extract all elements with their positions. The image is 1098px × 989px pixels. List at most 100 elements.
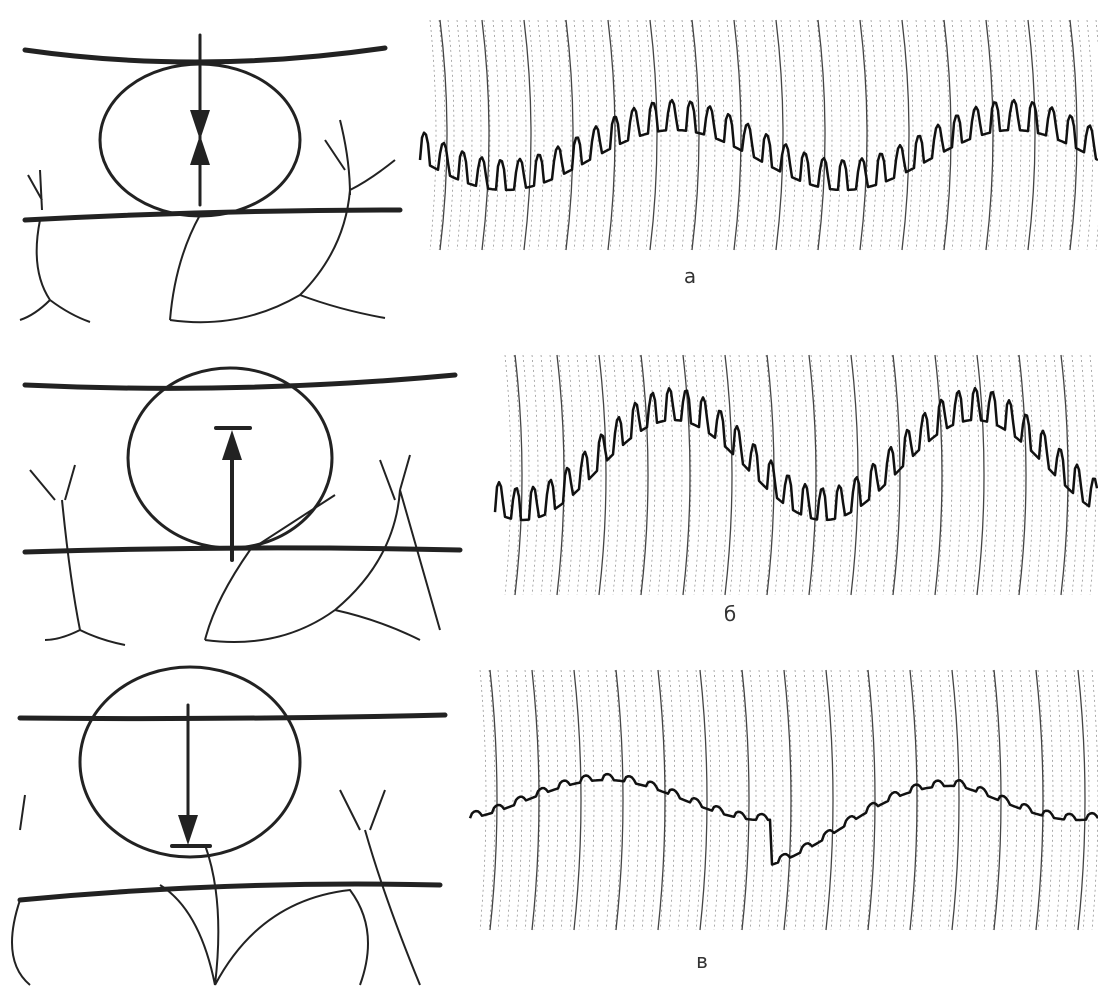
- chart-grid-fine: [650, 669, 658, 931]
- chart-grid-fine: [708, 19, 716, 251]
- chart-grid-fine: [722, 669, 730, 931]
- chart-grid-fine: [546, 19, 554, 251]
- chart-grid-fine: [951, 19, 959, 251]
- chart-grid-fine: [783, 354, 791, 596]
- vessel-drawing-c: [11, 665, 448, 986]
- chart-grid-fine: [537, 19, 545, 251]
- chart-grid-fine: [947, 669, 955, 931]
- chart-grid-major: [699, 669, 708, 931]
- chart-grid-fine: [870, 19, 878, 251]
- chart-grid-fine: [909, 354, 917, 596]
- recording-trace: [418, 98, 1098, 192]
- chart-grid-fine: [668, 669, 676, 931]
- chart-grid-fine: [522, 354, 530, 596]
- chart-grid-fine: [875, 669, 883, 931]
- chart-grid-fine: [810, 354, 818, 596]
- chart-grid-fine: [731, 669, 739, 931]
- chart-grid-fine: [1073, 669, 1081, 931]
- chart-grid-major: [1035, 669, 1044, 931]
- chart-grid-major: [733, 19, 742, 251]
- chart-grid-fine: [983, 669, 991, 931]
- chart-grid-fine: [960, 19, 968, 251]
- chart-grid-fine: [929, 669, 937, 931]
- chart-grid-major: [523, 19, 532, 251]
- chart-grid-fine: [789, 19, 797, 251]
- chart-grid-fine: [848, 669, 856, 931]
- chart-grid-fine: [513, 354, 521, 596]
- chart-grid-major: [783, 669, 792, 931]
- chart-grid-fine: [1010, 669, 1018, 931]
- chart-grid-fine: [771, 19, 779, 251]
- chart-grid-fine: [900, 354, 908, 596]
- chart-grid-fine: [753, 19, 761, 251]
- chart-grid-major: [976, 354, 985, 596]
- chart-grid-fine: [843, 19, 851, 251]
- chart-grid-fine: [666, 354, 674, 596]
- chart-grid-fine: [1077, 19, 1085, 251]
- chart-grid-fine: [531, 354, 539, 596]
- chart-grid-fine: [855, 354, 863, 596]
- chart-grid-fine: [891, 354, 899, 596]
- chart-grid-fine: [812, 669, 820, 931]
- chart-grid-major: [1069, 19, 1078, 251]
- chart-grid-fine: [996, 19, 1004, 251]
- chart-grid-fine: [830, 669, 838, 931]
- chart-grid-fine: [567, 354, 575, 596]
- chart-grid-major: [909, 669, 918, 931]
- chart-grid-fine: [1026, 354, 1034, 596]
- chart-grid-fine: [780, 19, 788, 251]
- chart-grid-fine: [551, 669, 559, 931]
- chart-grid-fine: [969, 19, 977, 251]
- chart-grid-major: [573, 669, 582, 931]
- chart-grid-fine: [990, 354, 998, 596]
- chart-grid-fine: [1089, 354, 1097, 596]
- chart-grid-fine: [915, 19, 923, 251]
- chart-grid-major: [531, 669, 540, 931]
- chart-grid-major: [724, 354, 733, 596]
- chart-grid-fine: [711, 354, 719, 596]
- chart-grid-fine: [645, 19, 653, 251]
- chart-grid-fine: [549, 354, 557, 596]
- chart-grid-fine: [920, 669, 928, 931]
- chart-grid-fine: [1080, 354, 1088, 596]
- chart-grid-fine: [659, 669, 667, 931]
- chart-grid-fine: [1037, 669, 1045, 931]
- chart-grid-fine: [738, 354, 746, 596]
- chart-grid-fine: [857, 669, 865, 931]
- chart-grid-fine: [699, 19, 707, 251]
- chart-grid-fine: [702, 354, 710, 596]
- chart-grid-fine: [524, 669, 532, 931]
- chart-grid-fine: [801, 354, 809, 596]
- chart-grid-major: [657, 669, 666, 931]
- chart-grid-major: [1018, 354, 1027, 596]
- chart-grid-fine: [1091, 669, 1098, 931]
- chart-grid-fine: [821, 669, 829, 931]
- chart-grid-fine: [542, 669, 550, 931]
- chart-grid-major: [556, 354, 565, 596]
- chart-grid-fine: [762, 19, 770, 251]
- chart-grid-fine: [776, 669, 784, 931]
- chart-grid-fine: [834, 19, 842, 251]
- chart-grid-fine: [1053, 354, 1061, 596]
- chart-grid-fine: [614, 669, 622, 931]
- chart-grid-fine: [447, 19, 455, 251]
- chart-grid-fine: [882, 354, 890, 596]
- chart-grid-major: [741, 669, 750, 931]
- chart-grid-fine: [828, 354, 836, 596]
- chart-grid-fine: [578, 669, 586, 931]
- chart-grid-major: [850, 354, 859, 596]
- chart-grid-fine: [1082, 669, 1090, 931]
- chart-grid-fine: [1062, 354, 1070, 596]
- chart-grid-fine: [582, 19, 590, 251]
- chart-grid-fine: [618, 19, 626, 251]
- chart-grid-fine: [884, 669, 892, 931]
- chart-grid-fine: [438, 19, 446, 251]
- chart-grid-major: [682, 354, 691, 596]
- chart-grid-fine: [852, 19, 860, 251]
- chart-grid-fine: [641, 669, 649, 931]
- chart-grid-fine: [713, 669, 721, 931]
- chart-grid-fine: [704, 669, 712, 931]
- chart-grid-fine: [515, 669, 523, 931]
- chart-grid-fine: [483, 19, 491, 251]
